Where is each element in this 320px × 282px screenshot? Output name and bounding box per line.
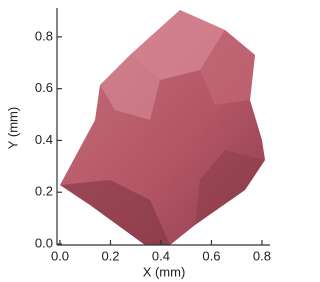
x-tick-label: 0.8 [253, 248, 271, 263]
rock-render [60, 10, 265, 245]
y-tick-label: 0.4 [35, 132, 53, 147]
x-tick-label: 0.6 [202, 248, 220, 263]
y-tick-label: 0.6 [35, 80, 53, 95]
y-tick-label: 0.8 [35, 28, 53, 43]
y-axis-label: Y (mm) [5, 107, 20, 149]
x-tick-label: 0.0 [51, 248, 69, 263]
x-axis-label: X (mm) [143, 264, 186, 279]
y-tick-label: 0.2 [35, 184, 53, 199]
x-tick-label: 0.2 [101, 248, 119, 263]
chart: X (mm) Y (mm) 0.0 0.2 0.4 0.6 0.8 0.0 0.2 0.4 0.… [0, 0, 276, 282]
y-tick-label: 0.0 [35, 235, 53, 250]
x-tick-label: 0.4 [152, 248, 170, 263]
